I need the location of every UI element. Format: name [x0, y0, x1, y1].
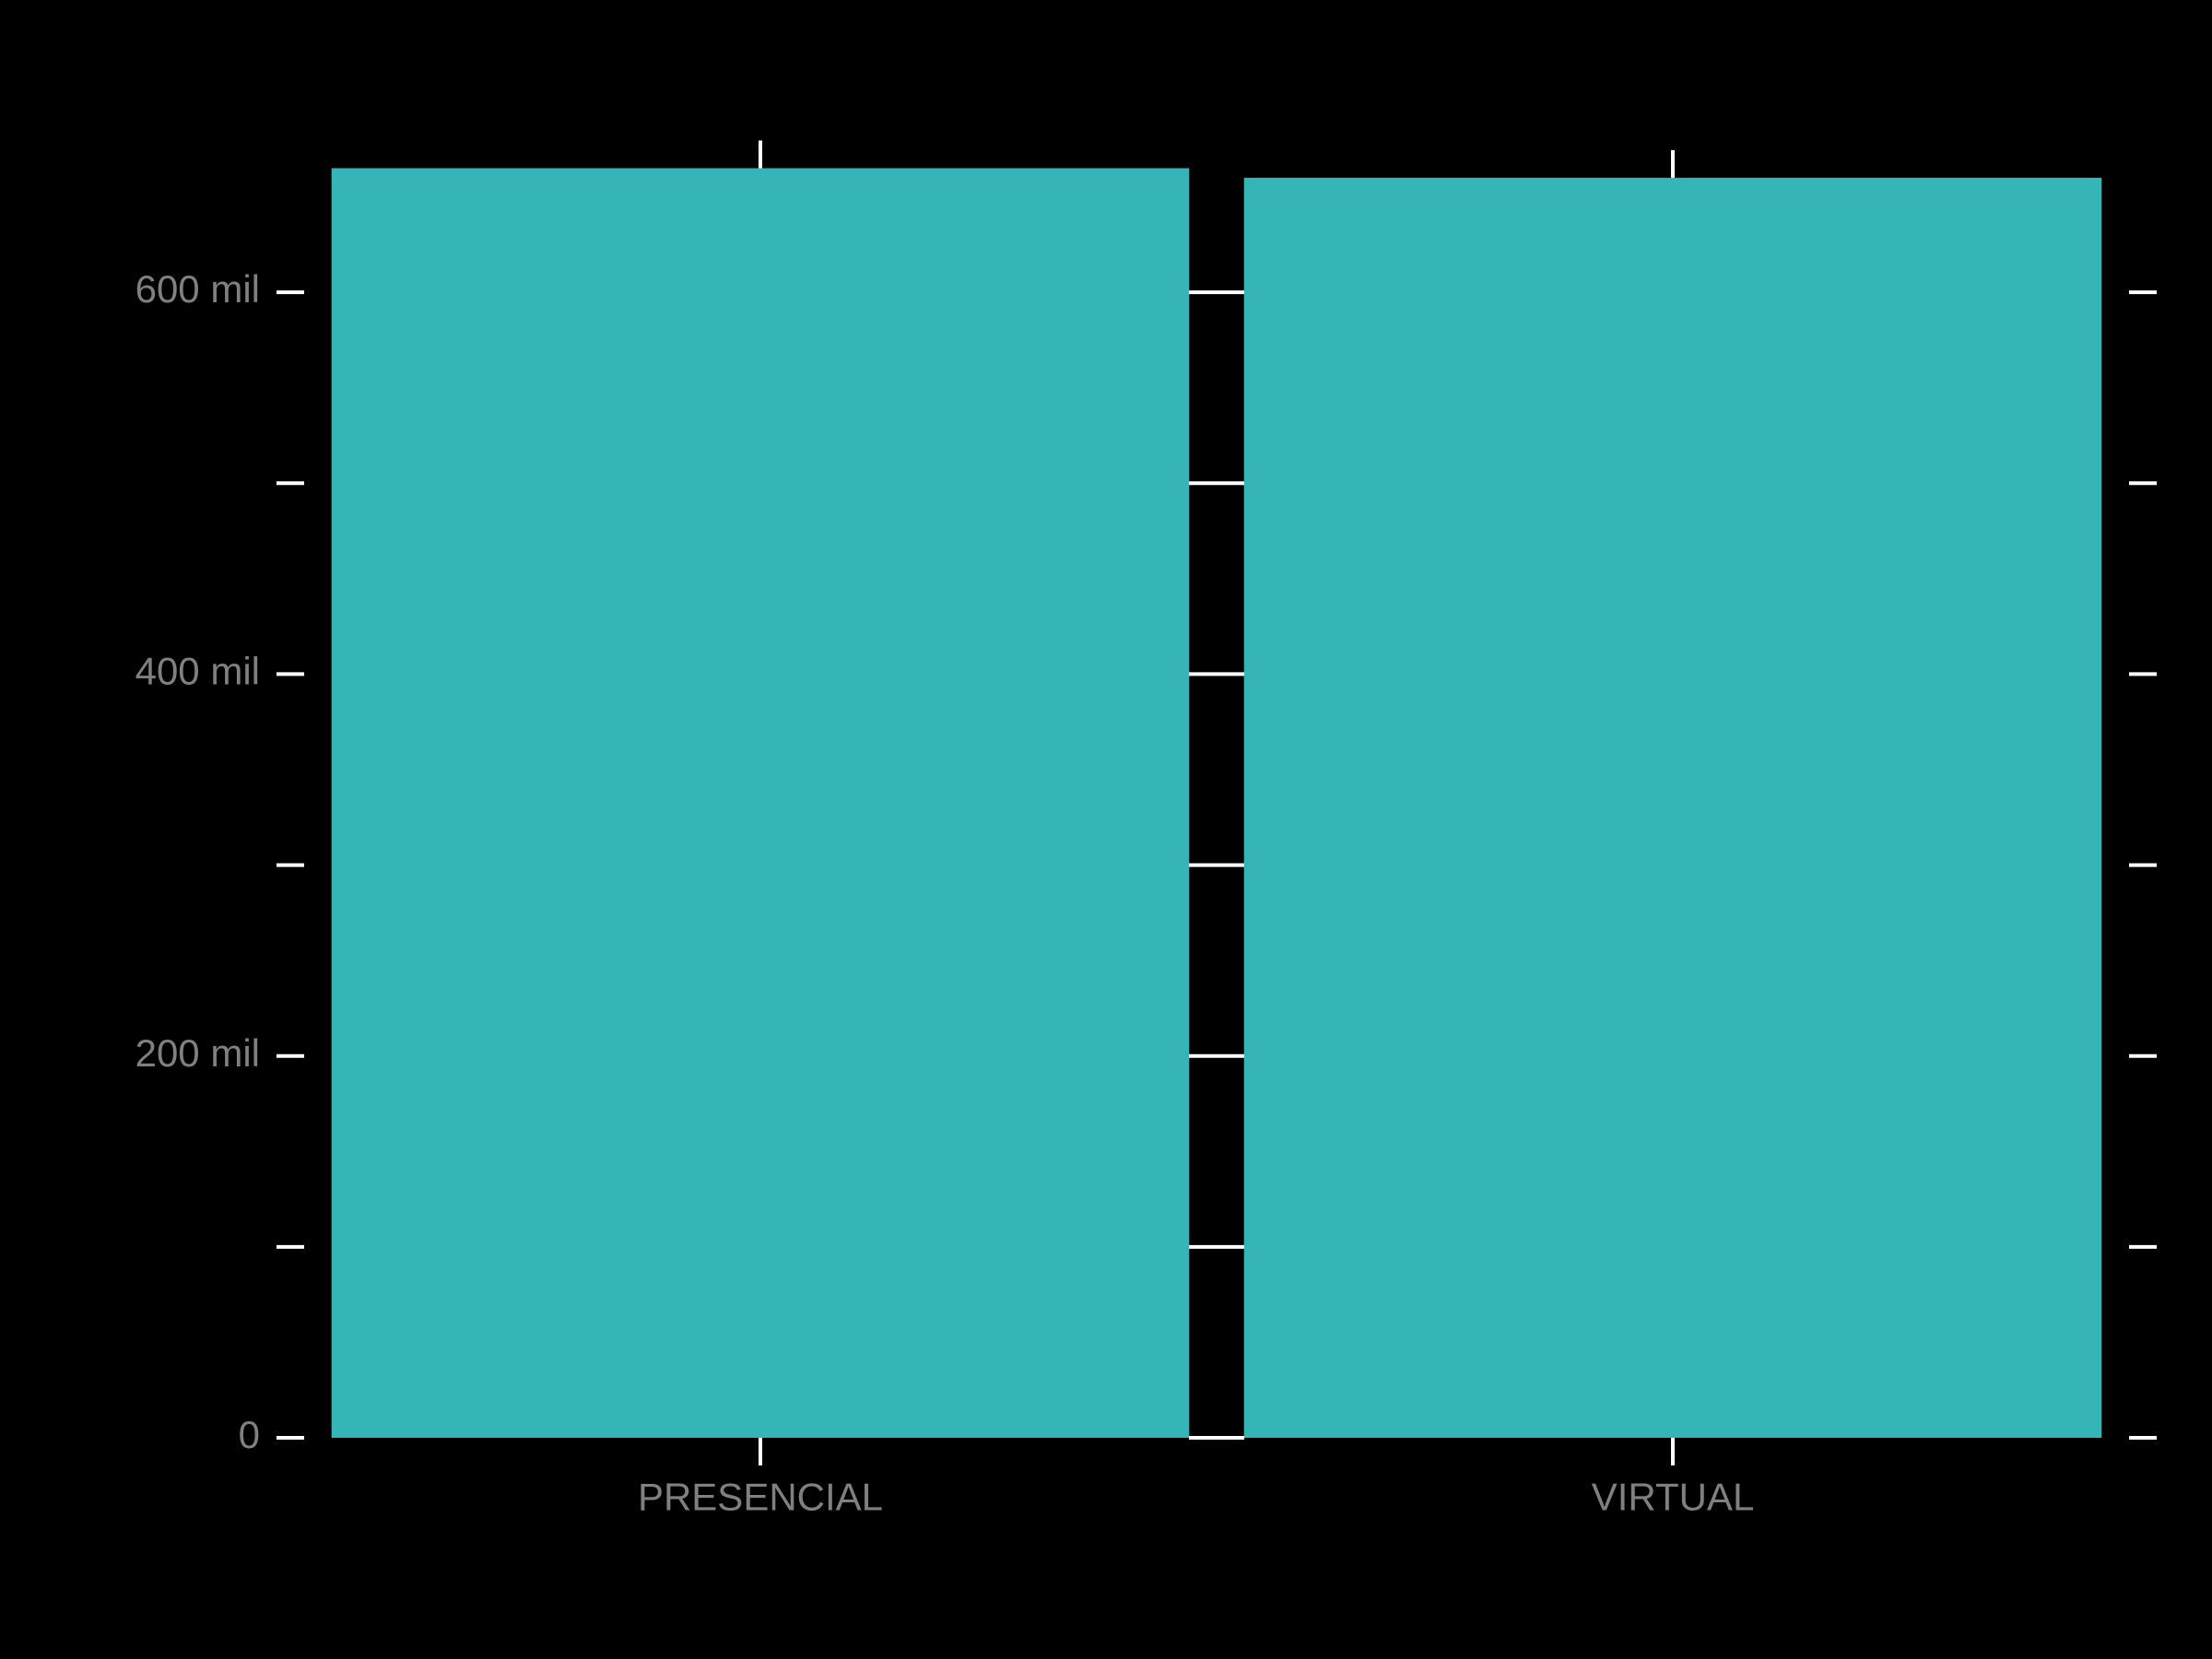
- y-tick-label: 200 mil: [135, 1031, 260, 1075]
- bar: [332, 169, 1190, 1439]
- bar-chart: 0 200 mil 400 mil 600 mil PRESENCIAL VIRTUAL: [0, 0, 2212, 1659]
- y-tick-label: 400 mil: [135, 650, 260, 693]
- x-tick-label: PRESENCIAL: [638, 1475, 883, 1518]
- x-tick-label: VIRTUAL: [1592, 1475, 1755, 1518]
- y-tick-label: 0: [239, 1413, 260, 1456]
- y-tick-label: 600 mil: [135, 267, 260, 311]
- bar: [1244, 178, 2102, 1438]
- chart-svg: 0 200 mil 400 mil 600 mil PRESENCIAL VIRTUAL: [0, 0, 2212, 1659]
